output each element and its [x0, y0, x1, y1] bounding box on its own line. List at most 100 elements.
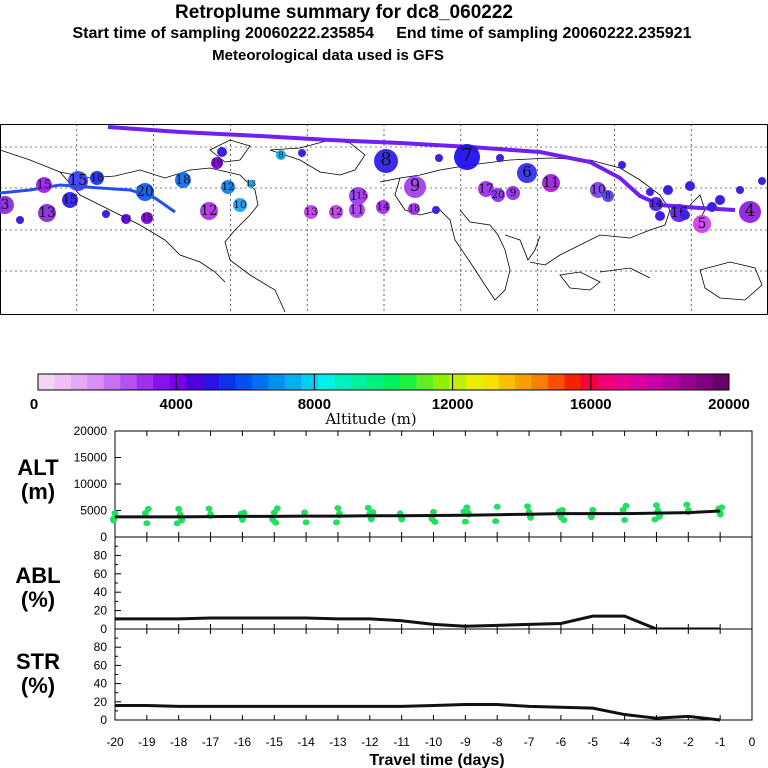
- panel-str: 0 20 40 60 80: [94, 628, 753, 727]
- colorbar-swatch: [367, 374, 384, 390]
- plume-day-label: 18: [408, 205, 420, 215]
- map-plume-marker: 12: [329, 205, 343, 219]
- altitude-sample-point: [560, 517, 568, 524]
- colorbar-swatch: [548, 374, 565, 390]
- plume-day-label: 15: [356, 192, 368, 202]
- plume-day-label: 12: [329, 206, 342, 218]
- plume-dot: [685, 181, 695, 191]
- map-plume-marker: 18: [90, 171, 104, 185]
- altitude-sample-point: [493, 503, 501, 510]
- abl-label-line2: (%): [20, 587, 56, 612]
- colorbar-swatch: [465, 374, 483, 390]
- plume-day-label: 8: [380, 149, 391, 170]
- plume-day-label: 18: [90, 172, 103, 184]
- coastline: [504, 234, 541, 261]
- plume-dot: [646, 188, 654, 196]
- plume-circle: [374, 149, 398, 173]
- altitude-sample-point: [273, 505, 281, 512]
- plume-circle: [491, 188, 505, 202]
- altitude-sample-point: [524, 503, 532, 510]
- colorbar-swatch: [580, 374, 598, 390]
- map-plume-marker: 13: [38, 204, 56, 222]
- map-plume-marker: 17: [478, 181, 494, 197]
- map-plume-marker: 18: [175, 172, 191, 188]
- plume-day-label: 15: [62, 193, 77, 207]
- plume-day-label: 15: [36, 178, 51, 192]
- plume-day-label: 10: [233, 199, 246, 211]
- plume-day-label: 20: [136, 184, 153, 200]
- colorbar-swatch: [38, 374, 55, 390]
- plume-dot: [217, 147, 227, 157]
- map-plume-marker: 14: [649, 197, 663, 211]
- colorbar-swatch: [153, 374, 171, 390]
- map-plume-marker: 10: [590, 182, 606, 198]
- colorbar-swatch: [301, 374, 319, 390]
- colorbar-swatch: [712, 374, 730, 390]
- colorbar-swatch: [317, 374, 335, 390]
- x-tick-label: -16: [234, 735, 252, 749]
- altitude-sample-point: [492, 518, 500, 525]
- plume-dot: [435, 154, 443, 162]
- plume-day-label: 3: [1, 197, 10, 213]
- panel-abl: 0 20 40 60 80: [94, 536, 753, 636]
- plume-dot: [736, 186, 744, 194]
- plume-circle: [454, 144, 480, 170]
- plume-day-label: 13: [246, 179, 256, 188]
- coastline: [59, 171, 226, 283]
- plume-circle: [517, 163, 537, 183]
- plume-day-label: 14: [649, 198, 663, 210]
- plume-dot: [298, 149, 306, 157]
- colorbar-swatch: [564, 374, 582, 390]
- y-tick-label: 80: [94, 548, 108, 562]
- plume-day-label: 8: [605, 192, 611, 202]
- plume-circle: [376, 200, 390, 214]
- plume-day-label: 17: [478, 182, 493, 196]
- colorbar-tick-label: 20000: [708, 396, 750, 413]
- plume-day-label: 8: [278, 150, 283, 159]
- plume-dot: [715, 195, 725, 205]
- x-tick-label: -5: [587, 735, 598, 749]
- sampling-times: Start time of sampling 20060222.235854 E…: [72, 25, 692, 42]
- abl-label-line1: ABL: [15, 563, 61, 588]
- colorbar-swatch: [186, 374, 204, 390]
- coastline: [209, 139, 251, 163]
- plume-circle: [90, 171, 104, 185]
- plume-circle: [0, 196, 14, 214]
- plume-dot: [655, 211, 665, 221]
- colorbar-swatch: [70, 374, 88, 390]
- colorbar-swatch: [120, 374, 138, 390]
- plume-circle: [247, 180, 255, 188]
- colorbar-swatch: [449, 374, 467, 390]
- y-tick-label: 40: [94, 677, 108, 691]
- plume-day-label: 15: [68, 171, 87, 189]
- plume-trajectory-west: [0, 183, 176, 214]
- plume-circle: [121, 214, 131, 224]
- map-plume-marker: 15: [68, 171, 88, 191]
- map-plume-marker: 4: [739, 201, 761, 223]
- plume-circle: [408, 203, 420, 215]
- plume-circle: [36, 177, 52, 193]
- colorbar-swatch: [399, 374, 417, 390]
- plume-day-label: 20: [491, 189, 504, 201]
- altitude-sample-point: [652, 502, 660, 509]
- str-panel-label: STR (%): [8, 650, 68, 698]
- altitude-sample-point: [144, 505, 152, 512]
- y-tick-label: 60: [94, 658, 108, 672]
- map-plume-marker: 20: [491, 188, 505, 202]
- y-tick-label: 40: [94, 585, 108, 599]
- met-data-note: Meteorological data used is GFS: [212, 47, 444, 64]
- colorbar-swatch: [383, 374, 401, 390]
- x-tick-label: -9: [460, 735, 471, 749]
- y-tick-label: 80: [94, 640, 108, 654]
- colorbar-swatch: [597, 374, 615, 390]
- map-plume-marker: 20: [136, 183, 154, 201]
- altitude-sample-point: [621, 517, 629, 524]
- plume-circle: [221, 180, 235, 194]
- colorbar-tick-label: 4000: [160, 396, 193, 413]
- map-plume-marker: 15: [141, 212, 153, 224]
- colorbar-swatch: [482, 374, 500, 390]
- plume-day-label: 9: [510, 187, 517, 199]
- altitude-sample-point: [301, 509, 309, 516]
- alt-label-line2: (m): [20, 479, 56, 504]
- map-plume-marker: 10: [233, 198, 247, 212]
